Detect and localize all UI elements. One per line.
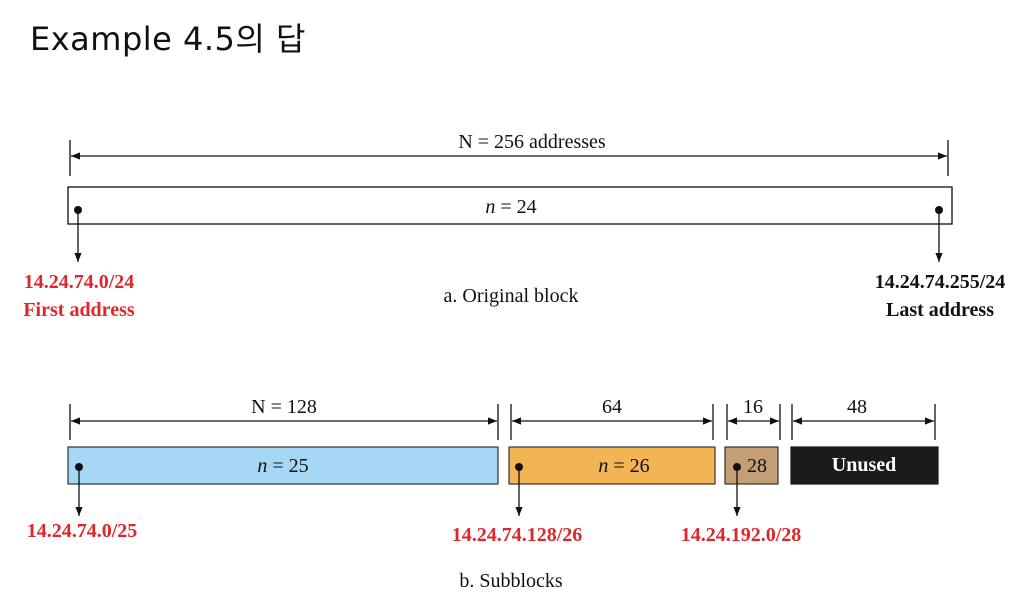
subblocks-caption: b. Subblocks xyxy=(459,570,563,592)
subblock-2 xyxy=(508,446,716,485)
original-span-dimension xyxy=(69,140,949,176)
subblock-3-label: 28 xyxy=(747,455,767,477)
subblock-1-pointer xyxy=(75,463,83,516)
last-address-caption: Last address xyxy=(886,299,994,321)
unused-block xyxy=(790,446,939,485)
original-block-caption: a. Original block xyxy=(444,285,579,307)
subblock-2-span-label: 64 xyxy=(602,396,622,418)
last-address-ip: 14.24.74.255/24 xyxy=(875,271,1006,293)
subblock-3-ip: 14.24.192.0/28 xyxy=(681,524,802,546)
unused-block-label: Unused xyxy=(832,454,896,476)
subblock-1-label: n = 25 xyxy=(257,455,308,477)
subblock-2-pointer xyxy=(515,463,523,516)
slide-title: Example 4.5의 답 xyxy=(30,20,306,58)
subblock-2-ip: 14.24.74.128/26 xyxy=(452,524,583,546)
original-span-label: N = 256 addresses xyxy=(458,131,606,153)
original-block-label: n = 24 xyxy=(485,196,536,218)
first-address-caption: First address xyxy=(23,299,135,321)
last-address-pointer xyxy=(935,206,943,262)
subblock-3-pointer xyxy=(733,463,741,516)
subblock-1-span-label: N = 128 xyxy=(251,396,317,418)
first-address-pointer xyxy=(74,206,82,262)
subblock-1 xyxy=(67,446,499,485)
subblock-2-label: n = 26 xyxy=(598,455,649,477)
subblock-1-ip: 14.24.74.0/25 xyxy=(27,520,138,542)
subblock-3-span-label: 16 xyxy=(743,396,763,418)
first-address-ip: 14.24.74.0/24 xyxy=(24,271,135,293)
subblock-span-dimensions xyxy=(69,404,936,440)
unused-span-label: 48 xyxy=(847,396,867,418)
original-block xyxy=(67,186,953,225)
